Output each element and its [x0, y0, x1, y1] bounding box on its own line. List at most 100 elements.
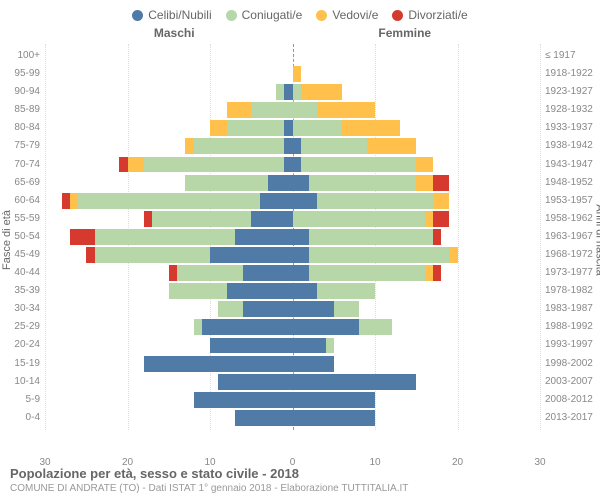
age-row: 65-691948-1952 — [45, 175, 540, 191]
birth-label: 2003-2007 — [545, 377, 600, 387]
female-bar — [293, 283, 541, 299]
male-bar — [45, 48, 293, 64]
age-row: 30-341983-1987 — [45, 301, 540, 317]
bar-segment — [202, 319, 293, 335]
female-bar — [293, 410, 541, 426]
legend-item: Vedovi/e — [316, 8, 378, 22]
chart-title: Popolazione per età, sesso e stato civil… — [10, 466, 408, 481]
birth-label: 1963-1967 — [545, 232, 600, 242]
bar-segment — [293, 157, 301, 173]
bar-segment — [293, 138, 301, 154]
bar-segment — [342, 120, 400, 136]
legend-item: Coniugati/e — [226, 8, 303, 22]
legend: Celibi/NubiliConiugati/eVedovi/eDivorzia… — [0, 0, 600, 22]
male-bar — [45, 229, 293, 245]
male-bar — [45, 84, 293, 100]
bar-segment — [301, 138, 367, 154]
bar-segment — [293, 392, 376, 408]
birth-label: 1983-1987 — [545, 304, 600, 314]
bar-segment — [185, 138, 193, 154]
bar-segment — [95, 247, 211, 263]
chart-area: Maschi Femmine Fasce di età Anni di nasc… — [45, 30, 540, 450]
bar-segment — [433, 265, 441, 281]
bar-segment — [309, 229, 433, 245]
age-label: 55-59 — [0, 214, 40, 224]
bar-segment — [251, 211, 292, 227]
age-row: 10-142003-2007 — [45, 374, 540, 390]
bar-segment — [317, 102, 375, 118]
bar-segment — [293, 319, 359, 335]
bar-segment — [293, 120, 343, 136]
age-row: 80-841933-1937 — [45, 120, 540, 136]
bar-segment — [218, 301, 243, 317]
male-bar — [45, 138, 293, 154]
female-bar — [293, 211, 541, 227]
bar-segment — [425, 211, 433, 227]
bar-segment — [227, 120, 285, 136]
male-bar — [45, 66, 293, 82]
birth-label: 1923-1927 — [545, 87, 600, 97]
age-row: 40-441973-1977 — [45, 265, 540, 281]
male-bar — [45, 301, 293, 317]
footer: Popolazione per età, sesso e stato civil… — [10, 466, 408, 494]
female-bar — [293, 120, 541, 136]
age-row: 100+≤ 1917 — [45, 48, 540, 64]
age-row: 75-791938-1942 — [45, 138, 540, 154]
bar-segment — [194, 392, 293, 408]
chart-container: Celibi/NubiliConiugati/eVedovi/eDivorzia… — [0, 0, 600, 500]
birth-label: 2008-2012 — [545, 395, 600, 405]
female-bar — [293, 374, 541, 390]
female-bar — [293, 392, 541, 408]
bar-segment — [284, 138, 292, 154]
bar-segment — [293, 338, 326, 354]
grid-line — [540, 44, 541, 430]
bar-segment — [210, 338, 293, 354]
age-label: 0-4 — [0, 413, 40, 423]
female-bar — [293, 229, 541, 245]
age-row: 5-92008-2012 — [45, 392, 540, 408]
bar-segment — [251, 102, 292, 118]
bar-segment — [309, 175, 416, 191]
bar-segment — [293, 175, 310, 191]
bar-segment — [218, 374, 292, 390]
bar-segment — [70, 229, 95, 245]
birth-label: 2013-2017 — [545, 413, 600, 423]
bar-segment — [86, 247, 94, 263]
birth-label: ≤ 1917 — [545, 51, 600, 61]
birth-label: 1973-1977 — [545, 268, 600, 278]
male-bar — [45, 175, 293, 191]
bar-segment — [293, 102, 318, 118]
header-female: Femmine — [378, 26, 431, 40]
bar-segment — [293, 193, 318, 209]
age-label: 90-94 — [0, 87, 40, 97]
age-label: 50-54 — [0, 232, 40, 242]
bar-segment — [293, 283, 318, 299]
legend-dot — [132, 10, 143, 21]
female-bar — [293, 301, 541, 317]
bar-segment — [293, 410, 376, 426]
bar-segment — [276, 84, 284, 100]
birth-label: 1953-1957 — [545, 196, 600, 206]
age-label: 15-19 — [0, 359, 40, 369]
bar-segment — [293, 265, 310, 281]
legend-item: Divorziati/e — [392, 8, 467, 22]
age-label: 10-14 — [0, 377, 40, 387]
bar-segment — [293, 211, 425, 227]
female-bar — [293, 84, 541, 100]
bar-segment — [62, 193, 70, 209]
bar-segment — [293, 229, 310, 245]
age-label: 75-79 — [0, 141, 40, 151]
bar-segment — [334, 301, 359, 317]
age-row: 0-42013-2017 — [45, 410, 540, 426]
female-bar — [293, 48, 541, 64]
bar-segment — [227, 102, 252, 118]
bar-segment — [144, 356, 293, 372]
bar-segment — [185, 175, 268, 191]
age-label: 30-34 — [0, 304, 40, 314]
bar-segment — [243, 265, 293, 281]
bar-segment — [70, 193, 78, 209]
birth-label: 1943-1947 — [545, 160, 600, 170]
birth-label: 1918-1922 — [545, 69, 600, 79]
female-bar — [293, 102, 541, 118]
bar-segment — [169, 265, 177, 281]
